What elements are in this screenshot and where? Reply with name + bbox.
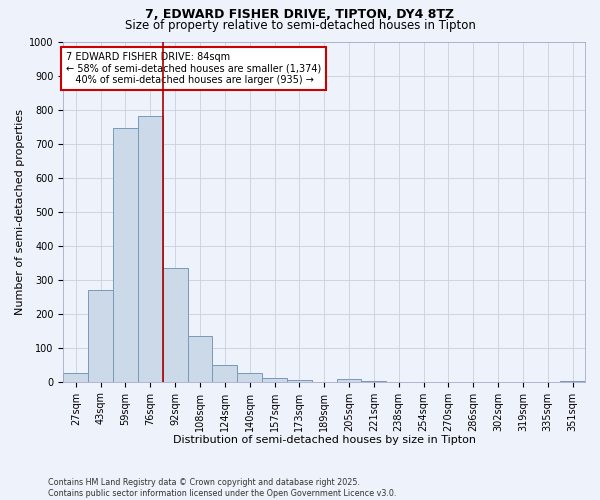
Bar [560, 381, 585, 382]
Text: 7 EDWARD FISHER DRIVE: 84sqm
← 58% of semi-detached houses are smaller (1,374)
 : 7 EDWARD FISHER DRIVE: 84sqm ← 58% of se… [66, 52, 321, 85]
Bar [337, 379, 361, 382]
Bar [287, 380, 312, 382]
Bar [237, 373, 262, 382]
Bar [188, 336, 212, 382]
Bar [138, 116, 163, 382]
Y-axis label: Number of semi-detached properties: Number of semi-detached properties [15, 108, 25, 314]
Bar [163, 268, 188, 382]
Bar [212, 364, 237, 382]
Text: Contains HM Land Registry data © Crown copyright and database right 2025.
Contai: Contains HM Land Registry data © Crown c… [48, 478, 397, 498]
Bar [64, 373, 88, 382]
Bar [113, 128, 138, 382]
Bar [361, 381, 386, 382]
Bar [88, 290, 113, 382]
X-axis label: Distribution of semi-detached houses by size in Tipton: Distribution of semi-detached houses by … [173, 435, 476, 445]
Text: Size of property relative to semi-detached houses in Tipton: Size of property relative to semi-detach… [125, 19, 475, 32]
Bar [262, 378, 287, 382]
Text: 7, EDWARD FISHER DRIVE, TIPTON, DY4 8TZ: 7, EDWARD FISHER DRIVE, TIPTON, DY4 8TZ [145, 8, 455, 21]
